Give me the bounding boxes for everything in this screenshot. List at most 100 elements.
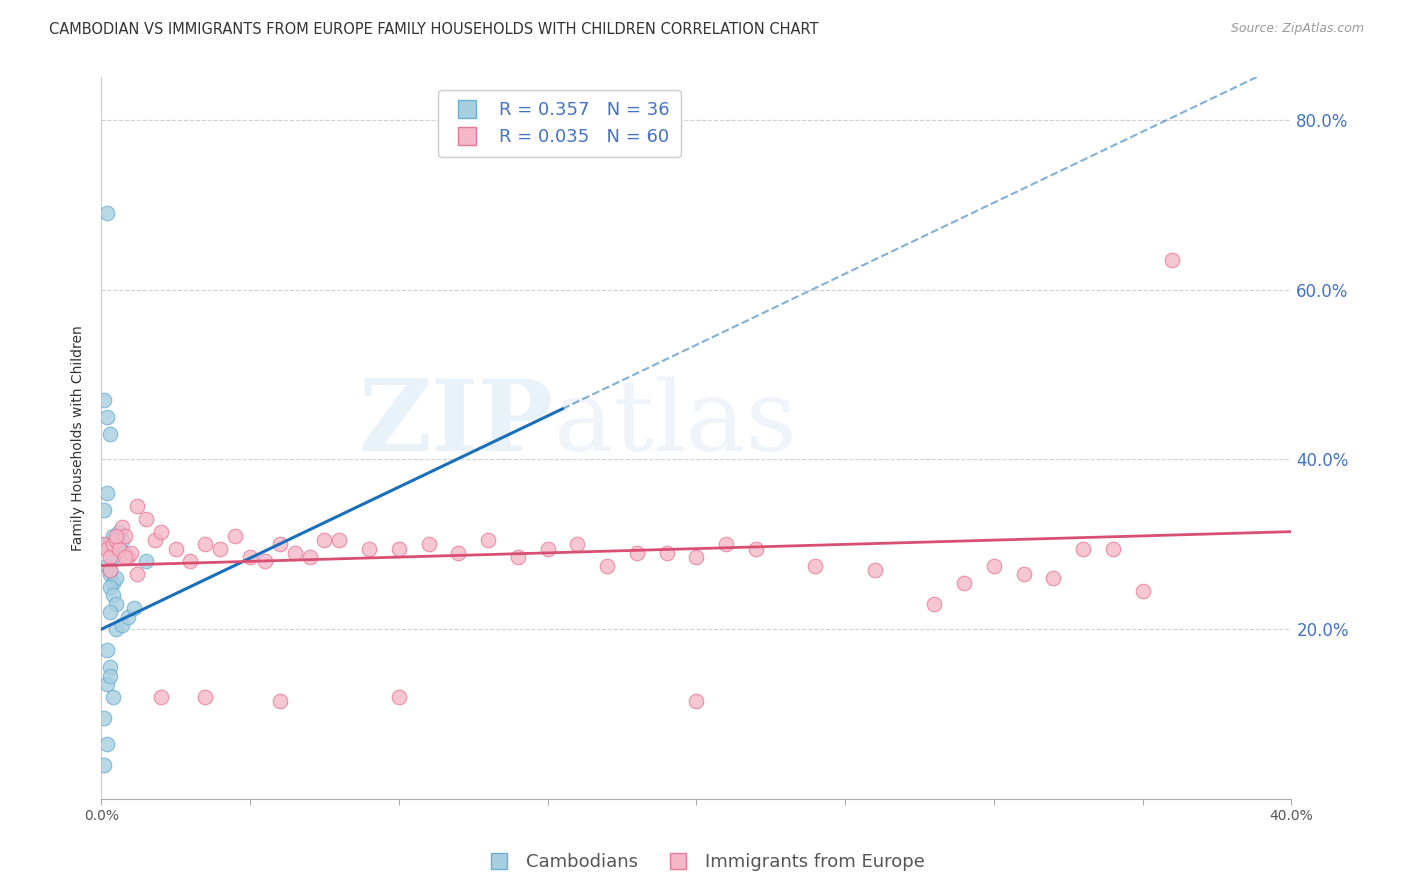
Point [745, 541, 768, 556]
Point [122, 601, 145, 615]
Point [98, 563, 121, 577]
Point [194, 537, 217, 551]
Point [111, 520, 134, 534]
Legend: R = 0.357   N = 36, R = 0.035   N = 60: R = 0.357 N = 36, R = 0.035 N = 60 [439, 90, 681, 157]
Text: atlas: atlas [554, 376, 796, 472]
Point [114, 550, 136, 565]
Point [1012, 567, 1035, 582]
Point [125, 567, 148, 582]
Point [98, 563, 121, 577]
Point [655, 546, 678, 560]
Point [626, 546, 648, 560]
Point [388, 690, 411, 705]
Point [101, 550, 124, 565]
Point [269, 694, 291, 708]
Point [477, 533, 499, 548]
Point [101, 537, 124, 551]
Point [101, 690, 124, 705]
Point [179, 554, 201, 568]
Point [685, 550, 707, 565]
Point [96, 541, 118, 556]
Point [111, 618, 134, 632]
Point [125, 499, 148, 513]
Point [105, 533, 128, 548]
Point [284, 546, 307, 560]
Point [253, 554, 276, 568]
Point [96, 737, 118, 751]
Point [101, 529, 124, 543]
Point [98, 605, 121, 619]
Point [447, 546, 470, 560]
Point [111, 533, 134, 548]
Point [685, 694, 707, 708]
Point [239, 550, 262, 565]
Point [149, 524, 172, 539]
Point [117, 609, 139, 624]
Point [983, 558, 1005, 573]
Point [93, 711, 115, 725]
Point [863, 563, 886, 577]
Point [101, 575, 124, 590]
Point [506, 550, 529, 565]
Point [98, 427, 121, 442]
Point [105, 571, 128, 585]
Point [105, 597, 128, 611]
Point [269, 537, 291, 551]
Point [117, 550, 139, 565]
Point [93, 392, 115, 407]
Point [714, 537, 737, 551]
Text: CAMBODIAN VS IMMIGRANTS FROM EUROPE FAMILY HOUSEHOLDS WITH CHILDREN CORRELATION : CAMBODIAN VS IMMIGRANTS FROM EUROPE FAMI… [49, 22, 818, 37]
Point [418, 537, 440, 551]
Point [98, 537, 121, 551]
Point [1102, 541, 1125, 556]
Point [98, 669, 121, 683]
Point [105, 541, 128, 556]
Text: Source: ZipAtlas.com: Source: ZipAtlas.com [1230, 22, 1364, 36]
Point [165, 541, 187, 556]
Point [567, 537, 589, 551]
Point [120, 546, 142, 560]
Point [93, 503, 115, 517]
Legend: Cambodians, Immigrants from Europe: Cambodians, Immigrants from Europe [474, 847, 932, 879]
Point [93, 537, 115, 551]
Point [1161, 252, 1184, 267]
Point [96, 677, 118, 691]
Point [101, 588, 124, 602]
Point [224, 529, 246, 543]
Point [1071, 541, 1094, 556]
Point [108, 541, 131, 556]
Point [149, 690, 172, 705]
Point [96, 558, 118, 573]
Point [93, 758, 115, 772]
Point [96, 537, 118, 551]
Point [298, 550, 321, 565]
Point [98, 567, 121, 582]
Point [96, 486, 118, 500]
Point [953, 575, 976, 590]
Point [194, 690, 217, 705]
Y-axis label: Family Households with Children: Family Households with Children [72, 326, 86, 551]
Point [114, 529, 136, 543]
Point [98, 580, 121, 594]
Point [1042, 571, 1064, 585]
Point [1132, 584, 1154, 599]
Point [143, 533, 166, 548]
Point [209, 541, 232, 556]
Text: ZIP: ZIP [359, 376, 554, 473]
Point [536, 541, 558, 556]
Point [105, 529, 128, 543]
Point [114, 546, 136, 560]
Point [105, 622, 128, 636]
Point [357, 541, 380, 556]
Point [135, 554, 157, 568]
Point [328, 533, 350, 548]
Point [135, 512, 157, 526]
Point [804, 558, 827, 573]
Point [388, 541, 411, 556]
Point [96, 410, 118, 425]
Point [98, 550, 121, 565]
Point [108, 524, 131, 539]
Point [314, 533, 336, 548]
Point [596, 558, 619, 573]
Point [98, 660, 121, 674]
